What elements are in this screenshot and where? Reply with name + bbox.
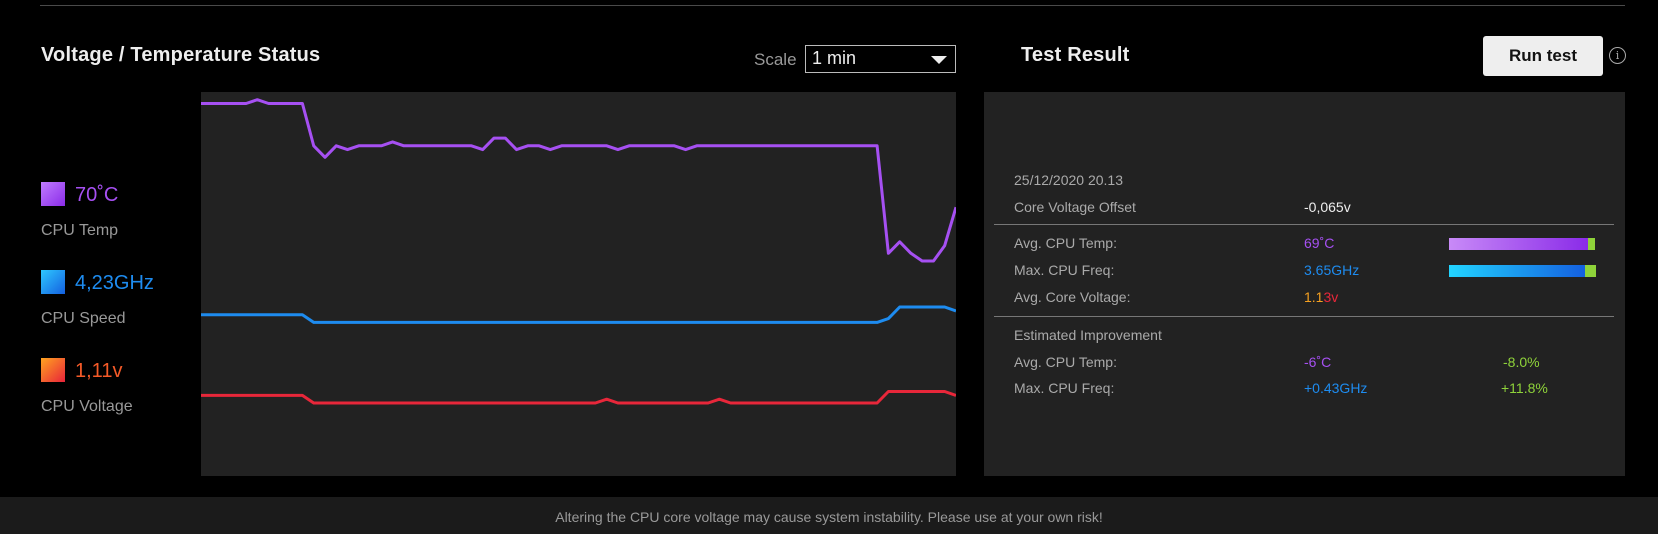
cpu-temp-label: CPU Temp bbox=[41, 222, 119, 239]
avg-temp-bar bbox=[1449, 238, 1588, 250]
top-divider bbox=[40, 5, 1625, 6]
avg-voltage-value-rest: 3v bbox=[1323, 289, 1339, 305]
footer-bar: Altering the CPU core voltage may cause … bbox=[0, 497, 1658, 534]
avg-temp-bar-cap bbox=[1588, 238, 1595, 250]
core-offset-label: Core Voltage Offset bbox=[1014, 199, 1136, 215]
max-freq-value: 3.65GHz bbox=[1304, 262, 1360, 278]
cpu-temp-value: 70˚C bbox=[75, 184, 119, 206]
cpu-voltage-label: CPU Voltage bbox=[41, 398, 133, 415]
scale-selected-value: 1 min bbox=[812, 48, 857, 68]
imp-temp-pct: -8.0% bbox=[1503, 354, 1540, 370]
test-date: 25/12/2020 20.13 bbox=[1014, 172, 1123, 188]
cpu-voltage-value: 1,11v bbox=[75, 360, 123, 382]
status-title: Voltage / Temperature Status bbox=[41, 44, 321, 66]
cpu-temp-swatch bbox=[41, 182, 65, 206]
avg-temp-label: Avg. CPU Temp: bbox=[1014, 235, 1117, 251]
avg-temp-value: 69˚C bbox=[1304, 235, 1335, 251]
cpu-speed-line bbox=[201, 305, 956, 324]
max-freq-label: Max. CPU Freq: bbox=[1014, 262, 1115, 278]
cpu-speed-label: CPU Speed bbox=[41, 310, 126, 327]
cpu-speed-value: 4,23GHz bbox=[75, 272, 154, 294]
info-icon[interactable]: i bbox=[1609, 47, 1626, 64]
imp-freq-label: Max. CPU Freq: bbox=[1014, 380, 1115, 396]
test-result-panel: 25/12/2020 20.13 Core Voltage Offset -0,… bbox=[984, 92, 1625, 476]
voltage-warning: Altering the CPU core voltage may cause … bbox=[555, 509, 1103, 525]
imp-temp-label: Avg. CPU Temp: bbox=[1014, 354, 1117, 370]
avg-voltage-value-main: 1.1 bbox=[1304, 289, 1324, 305]
scale-dropdown[interactable]: 1 min bbox=[805, 45, 956, 73]
cpu-voltage-line bbox=[201, 390, 956, 405]
max-freq-bar-cap bbox=[1585, 265, 1596, 277]
scale-label: Scale bbox=[754, 50, 797, 69]
imp-temp-value: -6˚C bbox=[1304, 354, 1332, 370]
cpu-speed-swatch bbox=[41, 270, 65, 294]
improvement-label: Estimated Improvement bbox=[1014, 327, 1162, 343]
run-test-button[interactable]: Run test bbox=[1483, 36, 1603, 76]
result-divider bbox=[994, 224, 1614, 225]
avg-voltage-value: 1.13v bbox=[1304, 289, 1338, 305]
max-freq-bar bbox=[1449, 265, 1585, 277]
imp-freq-pct: +11.8% bbox=[1501, 380, 1548, 396]
status-chart-svg bbox=[201, 98, 956, 405]
dropdown-arrow-icon bbox=[931, 56, 947, 64]
core-offset-value: -0,065v bbox=[1304, 199, 1351, 215]
result-divider bbox=[994, 316, 1614, 317]
imp-freq-value: +0.43GHz bbox=[1304, 380, 1368, 396]
test-result-title: Test Result bbox=[1021, 44, 1130, 66]
avg-voltage-label: Avg. Core Voltage: bbox=[1014, 289, 1131, 305]
cpu-voltage-swatch bbox=[41, 358, 65, 382]
cpu-temp-line bbox=[201, 98, 956, 263]
status-chart bbox=[201, 92, 956, 476]
